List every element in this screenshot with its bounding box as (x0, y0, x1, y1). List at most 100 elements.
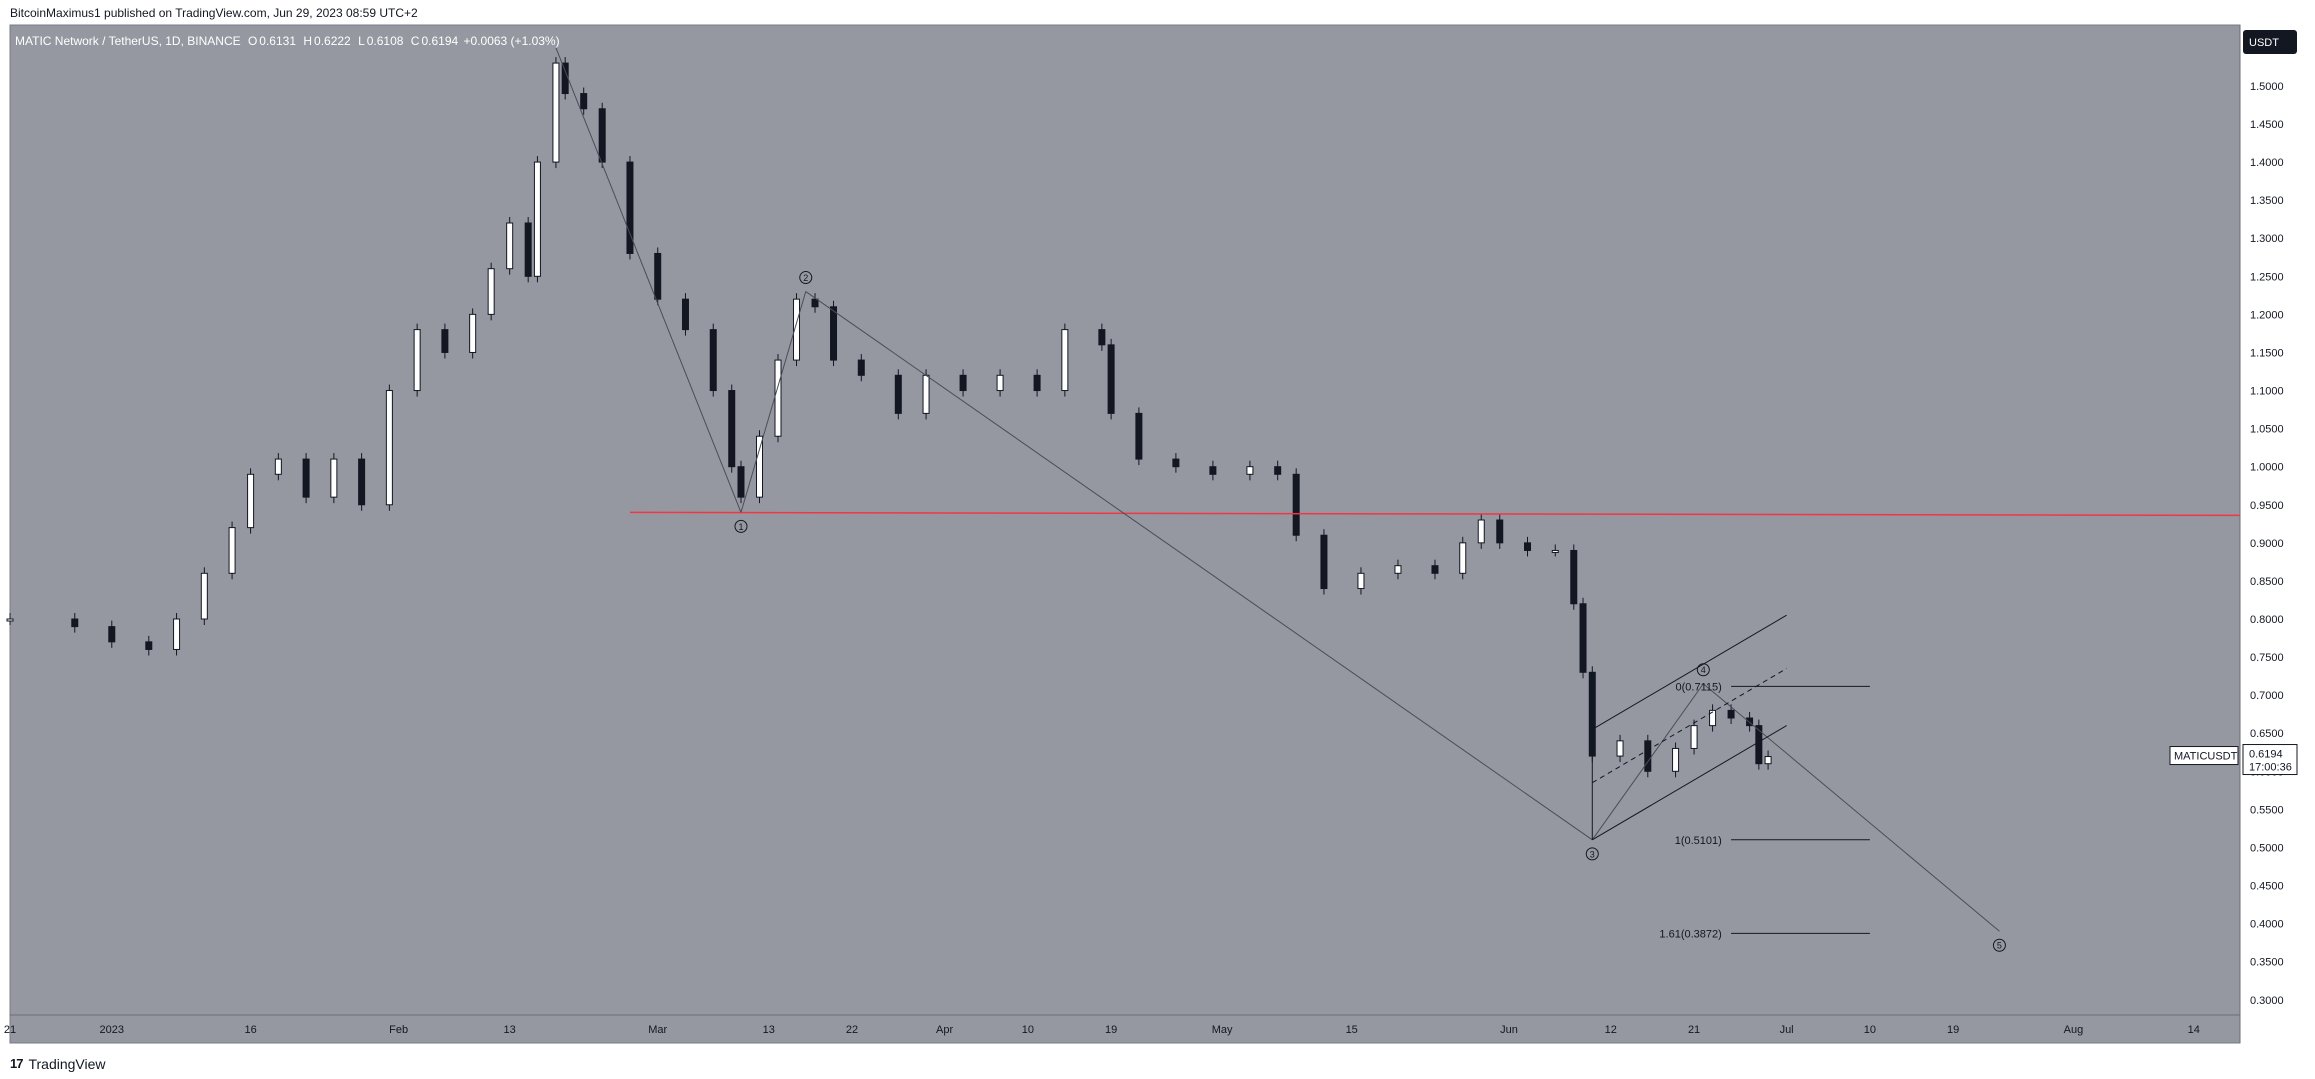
candle-body (413, 329, 421, 392)
candle-body (1764, 756, 1772, 765)
candle-body (145, 641, 153, 650)
wave-label-1: 1 (738, 522, 743, 532)
time-tick-label: 19 (1947, 1024, 1959, 1036)
price-tick-label: 1.1500 (2250, 347, 2284, 359)
time-tick-label: Aug (2064, 1024, 2084, 1036)
last-symbol-label: MATICUSDT (2174, 751, 2238, 763)
fib-level-label: 1.61(0.3872) (1659, 928, 1721, 940)
low-key: L (358, 34, 365, 48)
time-tick-label: Feb (389, 1024, 408, 1036)
candle-body (1551, 549, 1559, 553)
time-tick-label: 21 (1688, 1024, 1700, 1036)
symbol-title: MATIC Network / TetherUS, 1D, BINANCE (15, 34, 241, 48)
wave-marker-5 (1992, 938, 2006, 952)
candle-body (793, 298, 801, 361)
candle-body (1579, 603, 1587, 673)
publisher-header: BitcoinMaximus1 published on TradingView… (10, 4, 418, 22)
brand-name: TradingView (28, 1056, 106, 1072)
candle-body (1459, 542, 1467, 574)
price-tick-label: 1.2000 (2250, 309, 2284, 321)
time-tick-label: 21 (4, 1024, 16, 1036)
candle-body (728, 390, 736, 468)
candle-body (524, 222, 532, 277)
open-key: O (247, 34, 258, 48)
candle-body (506, 222, 514, 270)
candle-body (173, 618, 181, 650)
candle-body (1477, 519, 1485, 544)
price-tick-label: 0.8000 (2250, 614, 2284, 626)
candle-body (561, 62, 569, 95)
candle-body (1616, 740, 1624, 757)
candle-body (487, 268, 495, 315)
candles-layer (6, 57, 1772, 778)
time-axis: 21 2023 16 Feb 13 Mar 13 22 Apr 10 19 May 15 Jun 12 21 J… (4, 1024, 2200, 1036)
price-tick-label: 0.7000 (2250, 690, 2284, 702)
candle-body (626, 161, 634, 254)
candle-body (756, 435, 764, 498)
price-tick-label: 1.3500 (2250, 195, 2284, 207)
time-tick-label: 22 (846, 1024, 858, 1036)
candle-body (1246, 466, 1254, 475)
high-value: 0.6222 (314, 34, 351, 48)
currency-badge (2243, 30, 2297, 54)
candle-body (811, 298, 819, 308)
candle-body (228, 527, 236, 574)
candle-body (737, 466, 745, 498)
time-tick-label: 10 (1864, 1024, 1876, 1036)
price-tick-label: 0.6500 (2250, 728, 2284, 740)
wave-label-3: 3 (1590, 849, 1595, 859)
candle-body (533, 161, 541, 277)
channel-lower-line (1592, 725, 1787, 841)
high-key: H (303, 34, 313, 48)
price-tick-label: 0.5500 (2250, 804, 2284, 816)
candle-body (654, 252, 662, 300)
time-tick-label: Mar (648, 1024, 667, 1036)
footer[interactable]: 17 TradingView (10, 1054, 106, 1074)
candle-body (247, 473, 255, 529)
wave-marker-1 (734, 519, 748, 533)
candle-body (959, 374, 967, 392)
last-price-box (2242, 744, 2298, 776)
candle-body (1209, 466, 1217, 475)
candle-body (1033, 374, 1041, 392)
candle-body (1320, 534, 1328, 590)
wave-line (805, 291, 1593, 841)
time-tick-label: 13 (504, 1024, 516, 1036)
candle-body (681, 298, 689, 331)
time-tick-label: 10 (1022, 1024, 1034, 1036)
candle-body (1690, 725, 1698, 749)
channel-mid-line (1592, 668, 1787, 784)
candle-body (830, 306, 838, 361)
time-tick-label: 13 (763, 1024, 775, 1036)
candle-body (1292, 473, 1300, 536)
change-value: +0.0063 (+1.03%) (463, 34, 560, 48)
candle-body (330, 458, 338, 498)
price-axis: 1.55001.50001.45001.40001.35001.30001.25… (2250, 43, 2284, 1007)
candle-body (598, 108, 606, 163)
time-tick-label: 16 (244, 1024, 256, 1036)
support-line (629, 511, 2241, 517)
time-tick-label: Jun (1500, 1024, 1518, 1036)
candle-body (6, 618, 14, 622)
channel-upper-line (1592, 614, 1787, 730)
price-tick-label: 0.7500 (2250, 652, 2284, 664)
candle-body (1709, 709, 1717, 727)
low-value: 0.6108 (366, 34, 404, 48)
wave-line (555, 47, 742, 513)
candle-body (1098, 329, 1106, 346)
close-value: 0.6194 (421, 34, 459, 48)
open-value: 0.6131 (259, 34, 296, 48)
candle-body (1135, 412, 1143, 460)
candle-body (580, 93, 588, 110)
wave-line (1591, 683, 1704, 841)
time-tick-label: 14 (2188, 1024, 2200, 1036)
fib-level-label: 1(0.5101) (1675, 835, 1722, 847)
candle-body (1755, 725, 1763, 765)
candle-body (441, 329, 449, 353)
fib-level-label: 0(0.7115) (1676, 681, 1722, 693)
price-tick-label: 0.9500 (2250, 500, 2284, 512)
time-tick-label: 19 (1105, 1024, 1117, 1036)
